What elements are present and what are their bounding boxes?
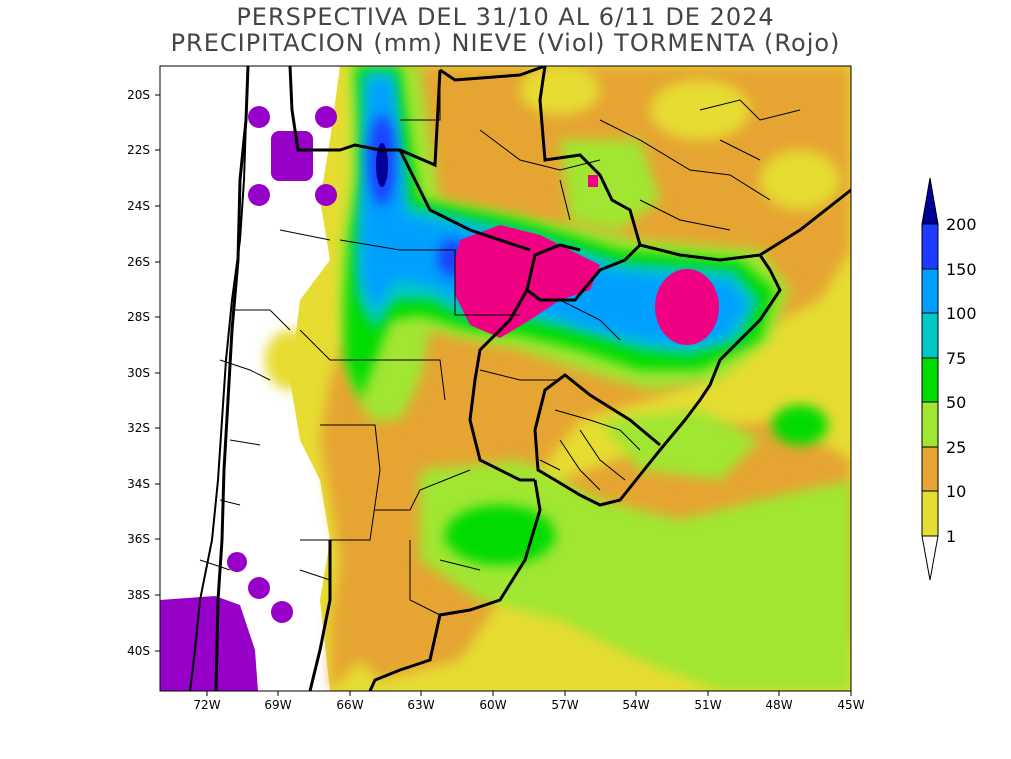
lon-label-51w: 51W xyxy=(694,698,721,712)
lat-label-28s: 28S xyxy=(127,310,150,324)
legend-label-1: 1 xyxy=(946,527,956,546)
legend-label-150: 150 xyxy=(946,260,977,279)
lon-label-45w: 45W xyxy=(837,698,864,712)
lat-label-30s: 30S xyxy=(127,366,150,380)
country-borders xyxy=(214,66,851,691)
lon-label-72w: 72W xyxy=(193,698,220,712)
map-area xyxy=(160,66,851,691)
lat-label-24s: 24S xyxy=(127,199,150,213)
legend-label-50: 50 xyxy=(946,393,966,412)
coastline xyxy=(189,119,247,691)
legend-top-arrow xyxy=(921,177,939,225)
lat-label-32s: 32S xyxy=(127,421,150,435)
lon-label-66w: 66W xyxy=(336,698,363,712)
lon-label-57w: 57W xyxy=(551,698,578,712)
map-title-line-2: PRECIPITACION (mm) NIEVE (Viol) TORMENTA… xyxy=(170,29,841,57)
lat-label-22s: 22S xyxy=(127,143,150,157)
lat-label-34s: 34S xyxy=(127,477,150,491)
lon-label-69w: 69W xyxy=(264,698,291,712)
legend-label-10: 10 xyxy=(946,482,966,501)
map-frame xyxy=(159,65,852,692)
legend-bottom-arrow xyxy=(921,535,939,581)
color-legend: 200 150 100 75 50 25 10 1 xyxy=(921,177,977,581)
lon-label-63w: 63W xyxy=(407,698,434,712)
lat-label-36s: 36S xyxy=(127,532,150,546)
latitude-axis: 20S 22S 24S 26S 28S 30S 32S 34S 36S 38S … xyxy=(127,88,160,658)
lon-label-54w: 54W xyxy=(622,698,649,712)
lat-label-20s: 20S xyxy=(127,88,150,102)
legend-label-100: 100 xyxy=(946,304,977,323)
legend-swatch-10-25 xyxy=(921,446,939,492)
no-rain-area xyxy=(160,66,340,691)
legend-label-25: 25 xyxy=(946,438,966,457)
legend-swatch-50-75 xyxy=(921,357,939,403)
longitude-axis: 72W 69W 66W 63W 60W 57W 54W 51W 48W 45W xyxy=(193,691,865,712)
legend-swatch-100-150 xyxy=(921,268,939,314)
lon-label-60w: 60W xyxy=(479,698,506,712)
map-title-line-1: PERSPECTIVA DEL 31/10 AL 6/11 DE 2024 xyxy=(236,3,775,31)
lat-label-40s: 40S xyxy=(127,644,150,658)
legend-label-75: 75 xyxy=(946,349,966,368)
legend-label-200: 200 xyxy=(946,215,977,234)
snow-areas xyxy=(160,106,337,691)
legend-swatch-1-10 xyxy=(921,490,939,537)
legend-swatch-25-50 xyxy=(921,401,939,448)
rain-200-plus xyxy=(376,143,388,187)
lat-label-38s: 38S xyxy=(127,588,150,602)
legend-swatch-150-200 xyxy=(921,223,939,270)
legend-swatch-75-100 xyxy=(921,312,939,359)
province-borders xyxy=(199,90,801,616)
lon-label-48w: 48W xyxy=(765,698,792,712)
lat-label-26s: 26S xyxy=(127,255,150,269)
